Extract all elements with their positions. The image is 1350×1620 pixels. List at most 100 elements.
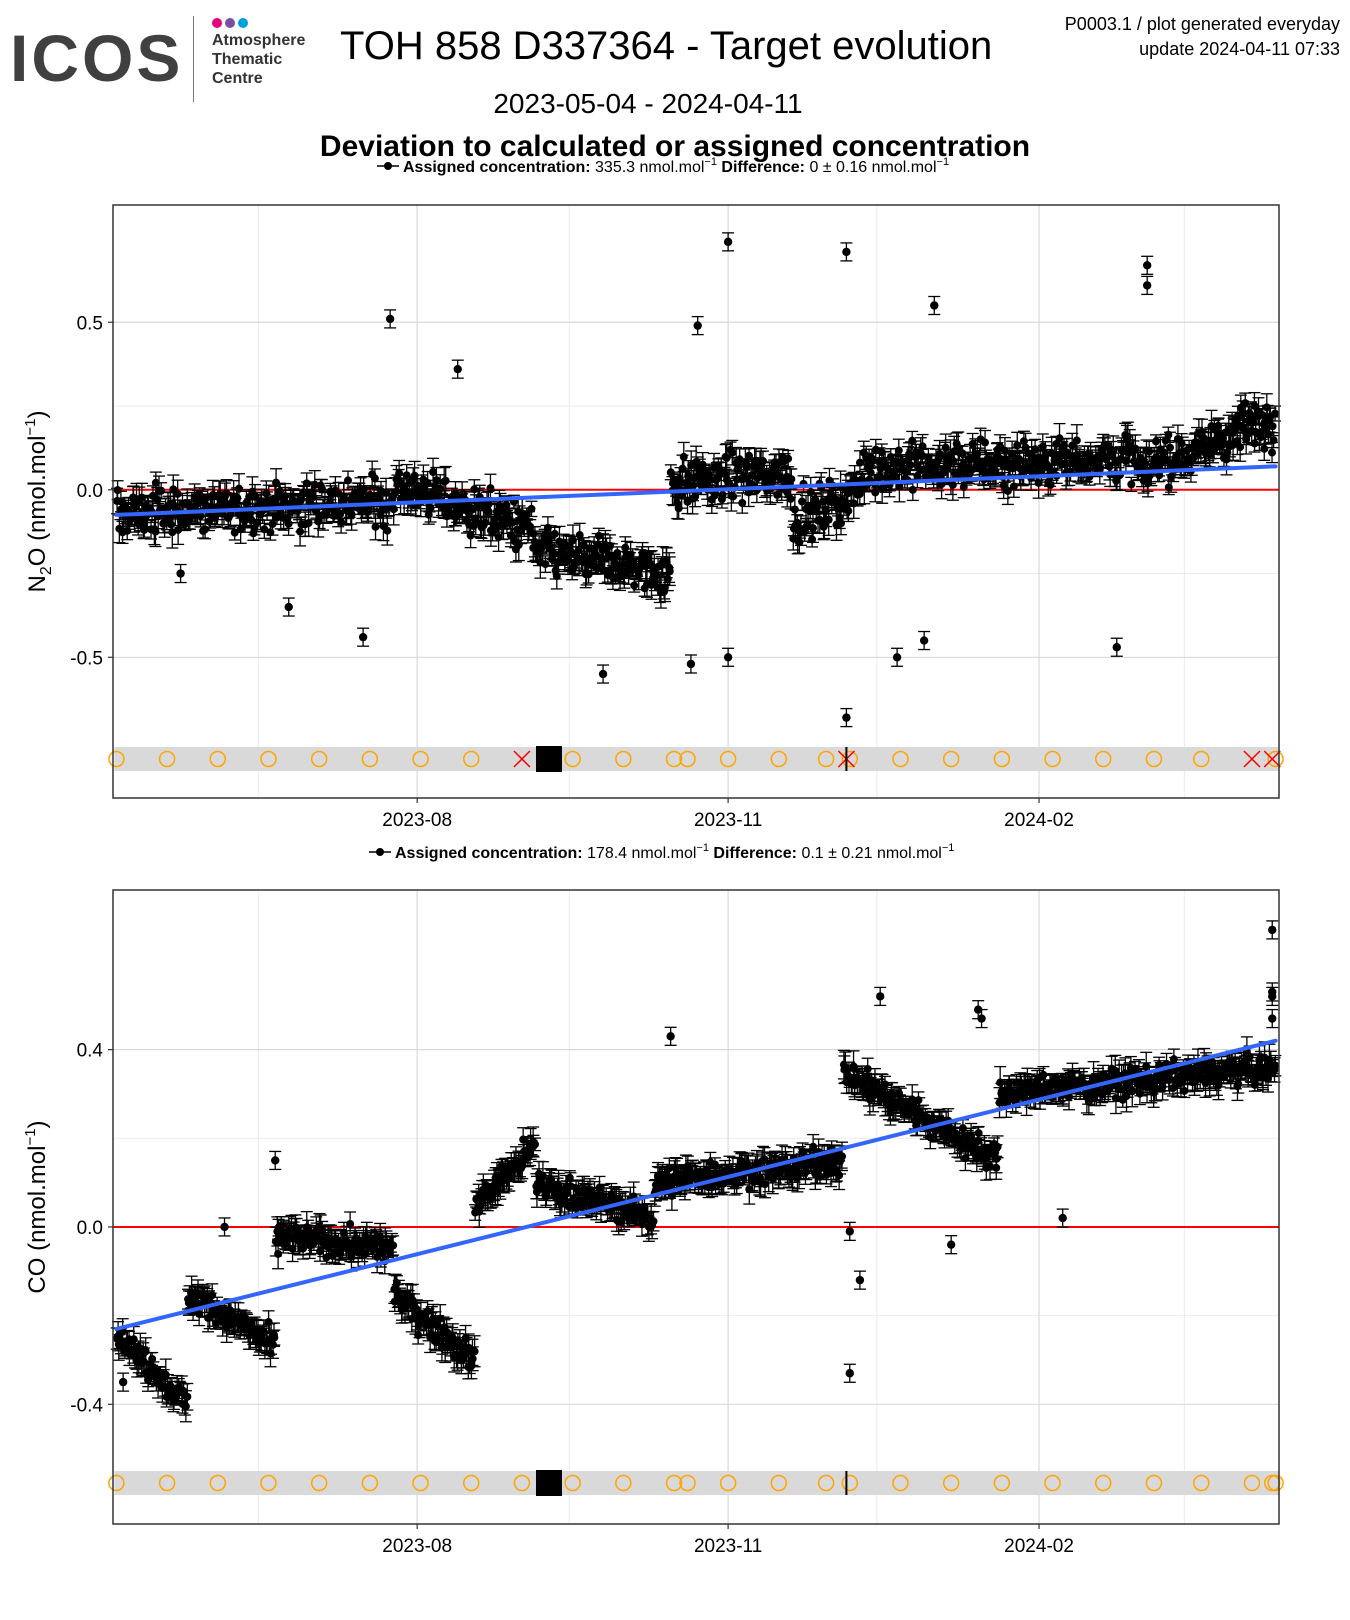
- data-point: [484, 507, 493, 516]
- data-point: [466, 531, 475, 540]
- calibration-marker: [209, 750, 227, 768]
- data-point: [370, 474, 379, 483]
- data-point: [183, 1392, 192, 1401]
- data-point: [1155, 471, 1164, 480]
- data-point: [336, 510, 345, 519]
- data-point: [728, 448, 737, 457]
- data-point: [793, 518, 802, 527]
- logo-sub-line2: Thematic: [212, 51, 283, 68]
- data-points: [110, 920, 1282, 1423]
- data-point: [167, 520, 176, 529]
- data-point: [1271, 409, 1280, 418]
- data-point: [908, 485, 917, 494]
- data-point: [317, 484, 326, 493]
- data-point: [918, 442, 927, 451]
- calibration-marker: [361, 750, 379, 768]
- data-point: [260, 525, 269, 534]
- calibration-marker: [942, 750, 960, 768]
- data-point: [1000, 446, 1009, 455]
- data-point: [550, 529, 559, 538]
- data-point-outlier: [930, 301, 939, 310]
- data-point: [605, 541, 614, 550]
- data-point: [304, 518, 313, 527]
- data-point: [347, 510, 356, 519]
- data-point-outlier: [686, 659, 696, 669]
- data-point: [758, 456, 767, 465]
- data-point: [630, 581, 639, 590]
- data-point-outlier: [892, 653, 902, 662]
- data-point: [429, 468, 438, 477]
- icos-logo: ICOS: [10, 21, 184, 95]
- cross-marker: [513, 750, 531, 768]
- calibration-marker: [158, 750, 176, 768]
- calibration-marker: [260, 750, 277, 768]
- data-point: [1250, 439, 1259, 448]
- data-point-outlier: [385, 314, 395, 324]
- calibration-marker: [310, 750, 328, 768]
- logo-dots-icon: [212, 15, 251, 33]
- x-tick-label: 2023-08: [382, 810, 452, 831]
- data-point-outlier: [1142, 261, 1152, 270]
- y-tick-label: 0.0: [77, 481, 103, 502]
- meta-line1: P0003.1 / plot generated everyday: [1064, 14, 1340, 34]
- data-point-outlier: [693, 321, 702, 330]
- data-point: [426, 504, 435, 513]
- x-tick-label: 2024-02: [1004, 810, 1074, 831]
- data-point: [1268, 448, 1277, 457]
- data-point: [470, 485, 479, 494]
- data-point: [383, 526, 392, 535]
- data-point: [1260, 444, 1269, 453]
- calibration-marker: [719, 750, 737, 768]
- data-point: [508, 518, 517, 527]
- data-point: [808, 535, 817, 544]
- chart-subtitle: Deviation to calculated or assigned conc…: [319, 130, 1031, 163]
- logo-dot: [238, 18, 248, 28]
- calibration-marker: [108, 750, 125, 768]
- data-point: [871, 488, 880, 497]
- data-point: [234, 484, 243, 493]
- calibration-marker: [1267, 750, 1284, 768]
- data-point-outlier: [842, 713, 851, 722]
- data-point: [148, 1354, 157, 1363]
- data-point: [575, 531, 584, 540]
- meta-info: P0003.1 / plot generated everyday update…: [1065, 12, 1340, 62]
- date-range-text: 2023-05-04 - 2024-04-11: [493, 88, 803, 119]
- data-point-outlier: [598, 669, 608, 679]
- date-range: 2023-05-04 - 2024-04-11: [0, 88, 1350, 120]
- calibration-marker: [817, 750, 835, 768]
- logo-divider: [193, 16, 194, 102]
- data-point: [787, 475, 796, 484]
- data-point: [113, 486, 122, 495]
- data-point: [784, 454, 793, 463]
- data-point: [1177, 439, 1186, 448]
- data-point: [1145, 447, 1154, 456]
- meta-line2: update 2024-04-11 07:33: [1139, 39, 1340, 59]
- y-tick-label: -0.5: [70, 648, 103, 669]
- data-point-outlier: [723, 653, 733, 662]
- data-point: [410, 471, 419, 480]
- plot-background: [113, 890, 1279, 1524]
- data-point: [233, 493, 242, 502]
- data-point: [665, 567, 674, 576]
- data-point: [1233, 436, 1242, 445]
- data-point: [855, 458, 864, 467]
- logo-subtitle: Atmosphere Thematic Centre: [212, 31, 305, 88]
- logo-sub-line1: Atmosphere: [212, 32, 306, 49]
- cross-marker: [1243, 750, 1261, 768]
- calibration-marker: [993, 750, 1011, 768]
- data-point: [891, 473, 900, 482]
- data-point: [389, 505, 398, 514]
- calibration-marker: [1193, 750, 1210, 768]
- data-point: [786, 494, 795, 503]
- data-point: [270, 496, 279, 505]
- cross-marker: [1263, 750, 1281, 768]
- data-point: [201, 525, 210, 534]
- calibration-marker: [1095, 750, 1112, 768]
- data-point: [1151, 437, 1160, 446]
- data-point: [141, 1347, 150, 1356]
- data-point: [981, 438, 990, 447]
- data-point: [809, 524, 818, 533]
- data-point: [181, 1402, 190, 1411]
